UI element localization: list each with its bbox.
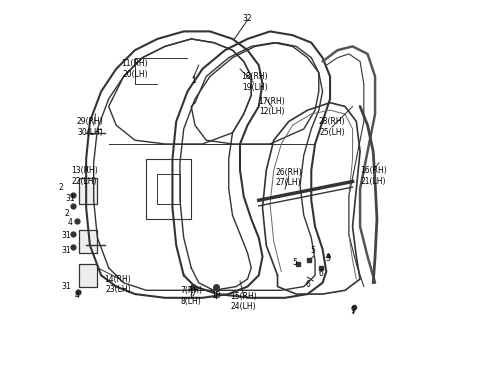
Text: 31: 31 xyxy=(62,282,72,291)
Text: 29(RH)
30(LH): 29(RH) 30(LH) xyxy=(76,118,103,137)
Text: 32: 32 xyxy=(243,14,252,23)
Text: 31: 31 xyxy=(62,246,72,256)
Text: 13(RH)
22(LH): 13(RH) 22(LH) xyxy=(71,166,97,186)
Bar xyxy=(79,264,97,287)
Text: 10: 10 xyxy=(211,291,220,301)
Text: 2: 2 xyxy=(58,183,63,192)
Text: 31: 31 xyxy=(62,231,72,240)
Text: 2: 2 xyxy=(64,209,69,218)
Bar xyxy=(79,178,97,204)
Text: 5: 5 xyxy=(292,258,297,266)
Text: 15(RH)
24(LH): 15(RH) 24(LH) xyxy=(230,292,257,311)
Text: 6: 6 xyxy=(318,269,323,278)
Text: 16(RH)
21(LH): 16(RH) 21(LH) xyxy=(360,166,386,186)
Text: 5: 5 xyxy=(311,246,316,256)
Text: 4: 4 xyxy=(68,218,73,227)
Text: 28(RH)
25(LH): 28(RH) 25(LH) xyxy=(319,118,345,137)
Text: 14(RH)
23(LH): 14(RH) 23(LH) xyxy=(105,275,132,294)
Text: 9: 9 xyxy=(350,307,355,316)
Text: 11(RH)
20(LH): 11(RH) 20(LH) xyxy=(121,59,148,79)
Text: 31: 31 xyxy=(66,194,75,203)
Text: 3: 3 xyxy=(326,254,331,263)
Text: 4: 4 xyxy=(74,291,79,301)
Text: 6: 6 xyxy=(305,280,310,289)
Text: 18(RH)
19(LH): 18(RH) 19(LH) xyxy=(242,72,268,92)
Text: 17(RH)
12(LH): 17(RH) 12(LH) xyxy=(259,97,285,116)
Bar xyxy=(157,174,180,204)
Bar xyxy=(79,230,97,253)
Bar xyxy=(146,159,191,219)
Text: 7(RH)
8(LH): 7(RH) 8(LH) xyxy=(180,286,202,306)
Text: 26(RH)
27(LH): 26(RH) 27(LH) xyxy=(276,168,302,187)
Text: 1: 1 xyxy=(191,76,195,85)
